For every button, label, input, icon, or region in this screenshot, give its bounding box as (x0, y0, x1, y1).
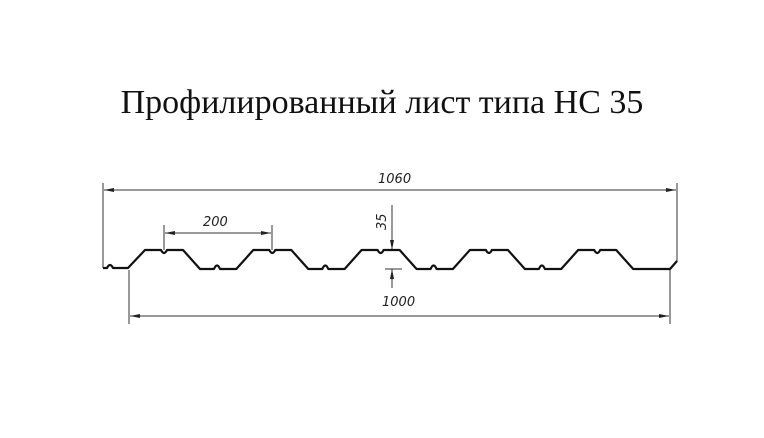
dim-label-200: 200 (203, 215, 228, 230)
dim-label-35: 35 (375, 213, 390, 230)
sheet-profile (103, 248, 678, 271)
dim-label-1060: 1060 (378, 172, 411, 187)
diagram-title: Профилированный лист типа НС 35 (120, 84, 644, 121)
dim-label-1000: 1000 (382, 295, 415, 310)
